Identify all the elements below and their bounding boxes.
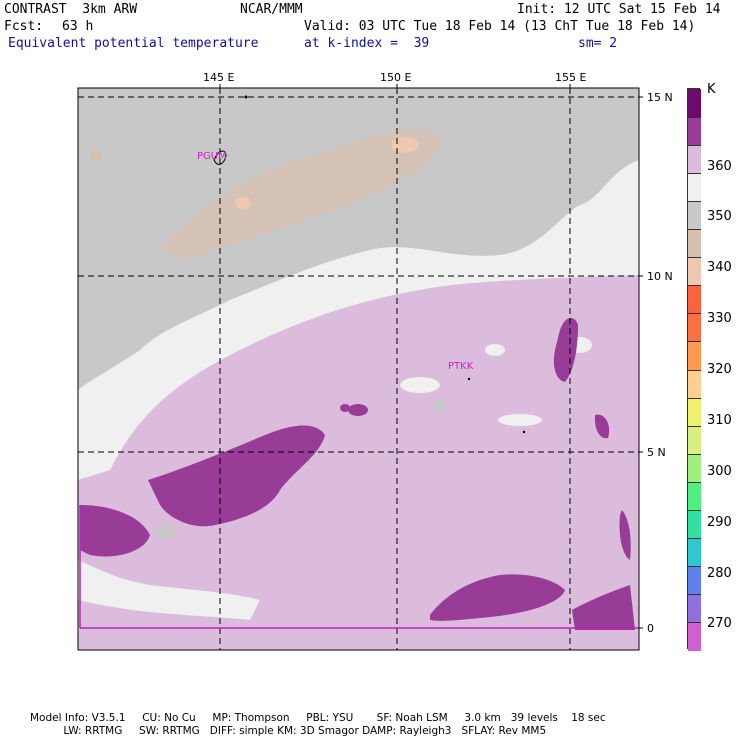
field-name: Equivalent potential temperature: [8, 36, 259, 51]
field-350-patch: [498, 414, 542, 426]
forecast-label: Fcst:: [4, 19, 44, 34]
legend-swatch: [688, 313, 701, 343]
axis-ticks: [219, 84, 643, 629]
legend-label: 300: [707, 464, 732, 479]
field-350-patch: [485, 344, 505, 356]
legend-unit: K: [707, 82, 716, 97]
legend-swatch: [688, 145, 701, 175]
field-340-core: [91, 149, 101, 163]
legend-swatch: [688, 425, 701, 455]
island-coastline: [244, 95, 248, 99]
level-label: at k-index = 39: [304, 36, 430, 51]
legend-swatch: [688, 621, 701, 651]
guam-coastline: [213, 150, 227, 165]
legend-label: 270: [707, 616, 732, 631]
field-365-region: [619, 510, 631, 560]
lat-label-equator: 0: [647, 622, 654, 635]
lat-label-5n: 5 N: [647, 446, 666, 459]
field-365-region: [348, 404, 368, 416]
field-365-region: [340, 404, 350, 412]
model-title: CONTRAST 3km ARW: [4, 2, 138, 17]
legend-swatch: [688, 453, 701, 483]
station-label-pgum: PGUM: [197, 151, 227, 162]
map-frame: [77, 87, 640, 651]
legend-swatch: [688, 397, 701, 427]
field-gray-region: [78, 88, 639, 390]
field-365-region: [572, 585, 635, 630]
color-legend: [687, 88, 701, 651]
field-365-region: [300, 427, 316, 437]
legend-label: 360: [707, 159, 732, 174]
lon-label-145: 145 E: [203, 71, 235, 84]
legend-label: 310: [707, 413, 732, 428]
legend-label: 330: [707, 311, 732, 326]
field-365-region: [80, 505, 150, 557]
field-gray-patch: [434, 398, 446, 412]
lon-label-150: 150 E: [380, 71, 412, 84]
legend-label: 280: [707, 566, 732, 581]
forecast-hour: 63 h: [62, 19, 94, 34]
model-info-line1: Model Info: V3.5.1 CU: No Cu MP: Thompso…: [30, 712, 606, 724]
legend-swatch: [688, 117, 701, 147]
legend-swatch: [688, 257, 701, 287]
legend-swatch: [688, 593, 701, 623]
legend-swatch: [688, 201, 701, 231]
legend-swatch: [688, 509, 701, 539]
field-365-region: [430, 574, 565, 621]
field-365-region: [594, 414, 610, 439]
model-info-line2: LW: RRTMG SW: RRTMG DIFF: simple KM: 3D …: [30, 725, 547, 737]
legend-label: 320: [707, 362, 732, 377]
legend-label: 350: [707, 209, 732, 224]
init-time: Init: 12 UTC Sat 15 Feb 14: [517, 2, 721, 17]
legend-swatch: [688, 229, 701, 259]
legend-swatch: [688, 173, 701, 203]
legend-swatch: [688, 89, 701, 119]
map-field: [78, 88, 639, 650]
legend-swatch: [688, 285, 701, 315]
station-label-ptkk: PTKK: [448, 361, 474, 372]
field-340-core: [391, 137, 419, 153]
lat-label-10n: 10 N: [647, 270, 673, 283]
field-340-core: [235, 197, 251, 209]
legend-swatch: [688, 537, 701, 567]
legend-swatch: [688, 565, 701, 595]
field-gray-patch: [155, 525, 175, 539]
field-350-patch: [78, 560, 260, 620]
field-365-region: [148, 425, 325, 527]
legend-swatch: [688, 369, 701, 399]
center-label: NCAR/MMM: [240, 2, 303, 17]
lon-label-155: 155 E: [555, 71, 587, 84]
lat-label-15n: 15 N: [647, 91, 673, 104]
field-365-region: [553, 318, 578, 382]
field-350-patch: [400, 377, 440, 393]
legend-swatch: [688, 481, 701, 511]
smoothing-label: sm= 2: [578, 36, 618, 51]
legend-label: 290: [707, 515, 732, 530]
valid-time: Valid: 03 UTC Tue 18 Feb 14 (13 ChT Tue …: [304, 19, 696, 34]
field-340-region: [160, 129, 441, 260]
graticule: [78, 88, 639, 650]
chuuk-coastline: [467, 377, 471, 381]
island-coastline: [522, 430, 526, 434]
legend-swatch: [688, 341, 701, 371]
legend-label: 340: [707, 260, 732, 275]
